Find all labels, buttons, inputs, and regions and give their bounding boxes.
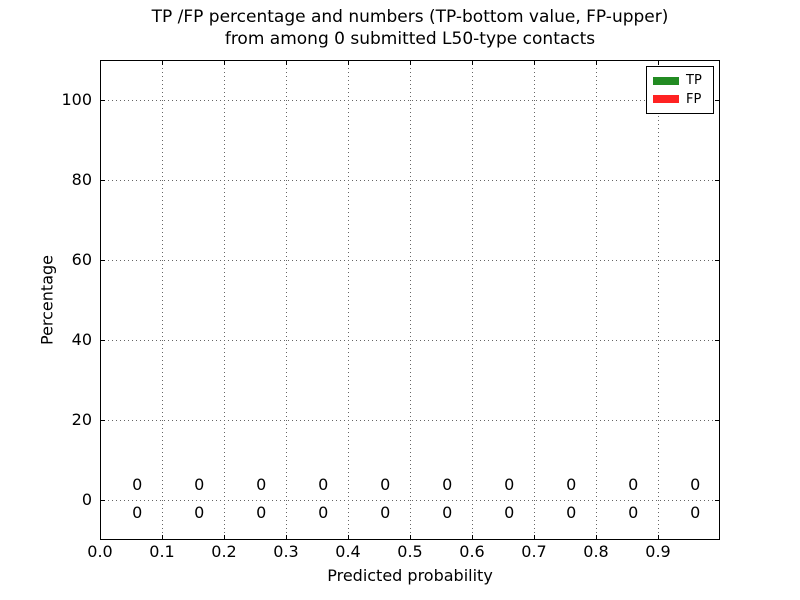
bar-value-label-fp: 0: [628, 475, 639, 494]
x-tick-mark: [224, 60, 225, 65]
gridline-vertical: [224, 60, 225, 540]
x-tick-label: 0.5: [397, 542, 423, 561]
bar-value-label-tp: 0: [256, 503, 267, 522]
bar-value-label-tp: 0: [628, 503, 639, 522]
bar-value-label-tp: 0: [690, 503, 701, 522]
chart-title: TP /FP percentage and numbers (TP-bottom…: [100, 6, 720, 50]
x-tick-label: 0.3: [273, 542, 299, 561]
x-tick-label: 0.0: [87, 542, 113, 561]
bar-value-label-fp: 0: [194, 475, 205, 494]
x-tick-label: 0.7: [521, 542, 547, 561]
chart-title-line2: from among 0 submitted L50-type contacts: [224, 29, 596, 49]
x-tick-label: 0.2: [211, 542, 237, 561]
x-tick-mark: [348, 535, 349, 540]
x-tick-mark: [658, 535, 659, 540]
x-tick-mark: [410, 60, 411, 65]
bar-value-label-tp: 0: [318, 503, 329, 522]
bar-value-label-tp: 0: [194, 503, 205, 522]
y-tick-mark: [715, 180, 720, 181]
x-tick-label: 0.6: [459, 542, 485, 561]
gridline-vertical: [534, 60, 535, 540]
x-tick-mark: [658, 60, 659, 65]
y-tick-label: 100: [61, 90, 92, 109]
x-tick-mark: [100, 535, 101, 540]
y-tick-label: 20: [71, 410, 92, 429]
x-tick-label: 0.4: [335, 542, 361, 561]
tp-legend-swatch: [653, 76, 679, 85]
bar-value-label-tp: 0: [442, 503, 453, 522]
fp-legend-swatch: [653, 95, 679, 104]
bar-value-label-fp: 0: [380, 475, 391, 494]
x-tick-mark: [472, 60, 473, 65]
x-axis-label: Predicted probability: [327, 566, 493, 585]
y-axis-label: Percentage: [37, 254, 57, 346]
y-tick-mark: [100, 260, 105, 261]
bar-value-label-fp: 0: [504, 475, 515, 494]
gridline-vertical: [162, 60, 163, 540]
y-tick-label: 80: [71, 170, 92, 189]
y-tick-label: 60: [71, 250, 92, 269]
x-tick-mark: [410, 535, 411, 540]
x-tick-mark: [596, 60, 597, 65]
bar-value-label-tp: 0: [566, 503, 577, 522]
gridline-vertical: [658, 60, 659, 540]
plot-area: [100, 60, 720, 540]
y-tick-mark: [715, 340, 720, 341]
legend-item-fp: FP: [653, 93, 713, 106]
x-tick-mark: [472, 535, 473, 540]
bar-value-label-fp: 0: [690, 475, 701, 494]
x-tick-mark: [224, 535, 225, 540]
legend: TP FP: [646, 66, 714, 114]
x-tick-label: 0.1: [149, 542, 175, 561]
y-tick-mark: [100, 100, 105, 101]
legend-label-fp: FP: [686, 91, 702, 107]
bar-value-label-fp: 0: [318, 475, 329, 494]
x-tick-mark: [534, 535, 535, 540]
gridline-vertical: [348, 60, 349, 540]
legend-item-tp: TP: [653, 74, 713, 87]
x-tick-label: 0.9: [645, 542, 671, 561]
y-tick-mark: [100, 340, 105, 341]
bar-value-label-fp: 0: [566, 475, 577, 494]
x-tick-mark: [162, 60, 163, 65]
bar-value-label-fp: 0: [442, 475, 453, 494]
bar-value-label-fp: 0: [132, 475, 143, 494]
y-tick-label: 40: [71, 330, 92, 349]
chart-title-line1: TP /FP percentage and numbers (TP-bottom…: [151, 7, 669, 27]
y-tick-label: 0: [81, 490, 92, 509]
y-tick-mark: [100, 180, 105, 181]
bar-value-label-tp: 0: [504, 503, 515, 522]
gridline-vertical: [596, 60, 597, 540]
x-tick-mark: [162, 535, 163, 540]
bar-value-label-tp: 0: [380, 503, 391, 522]
x-tick-label: 0.8: [583, 542, 609, 561]
gridline-vertical: [472, 60, 473, 540]
gridline-vertical: [286, 60, 287, 540]
y-tick-mark: [715, 100, 720, 101]
y-tick-mark: [715, 260, 720, 261]
x-tick-mark: [348, 60, 349, 65]
x-tick-mark: [286, 535, 287, 540]
y-tick-mark: [100, 500, 105, 501]
x-tick-mark: [100, 60, 101, 65]
legend-label-tp: TP: [686, 73, 702, 89]
y-tick-mark: [715, 420, 720, 421]
x-tick-mark: [534, 60, 535, 65]
x-tick-mark: [596, 535, 597, 540]
y-tick-mark: [100, 420, 105, 421]
bar-value-label-tp: 0: [132, 503, 143, 522]
bar-value-label-fp: 0: [256, 475, 267, 494]
gridline-vertical: [410, 60, 411, 540]
x-tick-mark: [286, 60, 287, 65]
y-tick-mark: [715, 500, 720, 501]
